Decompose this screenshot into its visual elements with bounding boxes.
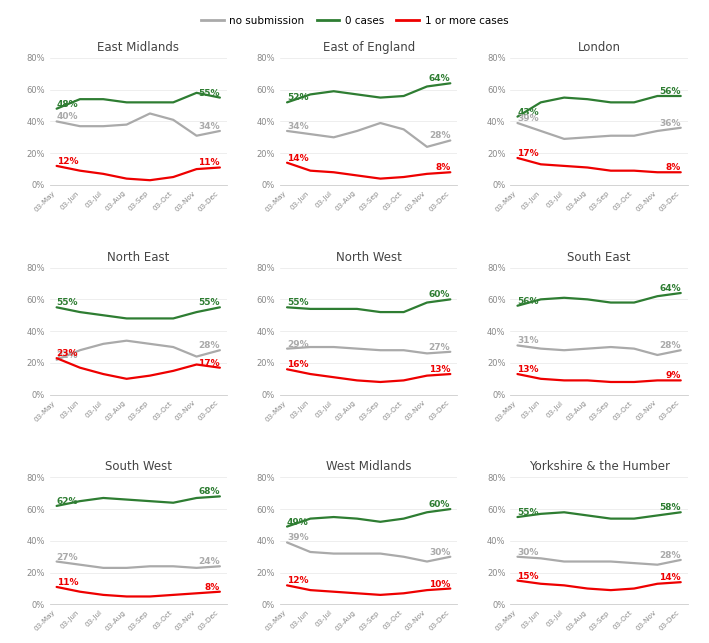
Text: 30%: 30%: [429, 548, 450, 557]
Text: 13%: 13%: [518, 365, 539, 374]
Text: 30%: 30%: [518, 548, 539, 557]
Text: 68%: 68%: [199, 487, 220, 496]
Text: 15%: 15%: [518, 572, 539, 581]
Text: 55%: 55%: [199, 298, 220, 307]
Text: 34%: 34%: [287, 122, 308, 131]
Text: 60%: 60%: [429, 500, 450, 509]
Text: 8%: 8%: [666, 163, 681, 172]
Title: East Midlands: East Midlands: [97, 41, 179, 54]
Legend: no submission, 0 cases, 1 or more cases: no submission, 0 cases, 1 or more cases: [196, 12, 513, 30]
Text: 23%: 23%: [57, 349, 78, 358]
Title: South West: South West: [105, 460, 172, 473]
Text: 17%: 17%: [199, 359, 220, 368]
Text: 58%: 58%: [659, 503, 681, 512]
Text: 55%: 55%: [518, 508, 539, 517]
Text: 10%: 10%: [429, 579, 450, 588]
Text: 14%: 14%: [287, 154, 308, 163]
Text: 11%: 11%: [57, 578, 78, 587]
Text: 28%: 28%: [199, 341, 220, 350]
Text: 28%: 28%: [429, 131, 450, 140]
Text: 28%: 28%: [659, 341, 681, 350]
Text: 55%: 55%: [287, 298, 308, 307]
Title: North West: North West: [336, 251, 401, 264]
Text: 27%: 27%: [57, 552, 78, 561]
Text: 27%: 27%: [429, 343, 450, 352]
Text: 13%: 13%: [429, 365, 450, 374]
Text: 52%: 52%: [287, 93, 308, 102]
Text: 64%: 64%: [659, 284, 681, 293]
Text: 64%: 64%: [429, 75, 450, 84]
Text: 16%: 16%: [287, 360, 308, 369]
Text: 14%: 14%: [659, 573, 681, 582]
Title: East of England: East of England: [323, 41, 415, 54]
Text: 60%: 60%: [429, 291, 450, 300]
Text: 31%: 31%: [518, 336, 539, 345]
Text: 62%: 62%: [57, 497, 78, 506]
Text: 56%: 56%: [659, 87, 681, 96]
Text: 8%: 8%: [435, 163, 450, 172]
Text: 48%: 48%: [57, 100, 78, 109]
Title: London: London: [578, 41, 620, 54]
Text: 34%: 34%: [199, 122, 220, 131]
Text: 28%: 28%: [659, 551, 681, 560]
Title: North East: North East: [107, 251, 169, 264]
Title: Yorkshire & the Humber: Yorkshire & the Humber: [529, 460, 669, 473]
Text: 12%: 12%: [287, 576, 308, 585]
Text: 36%: 36%: [659, 119, 681, 128]
Text: 56%: 56%: [518, 296, 539, 305]
Text: 29%: 29%: [287, 340, 308, 349]
Text: 49%: 49%: [287, 518, 309, 527]
Text: 9%: 9%: [665, 372, 681, 381]
Text: 39%: 39%: [518, 114, 539, 123]
Title: West Midlands: West Midlands: [326, 460, 411, 473]
Text: 22%: 22%: [57, 350, 78, 359]
Text: 12%: 12%: [57, 157, 78, 166]
Title: South East: South East: [567, 251, 631, 264]
Text: 24%: 24%: [199, 557, 220, 566]
Text: 55%: 55%: [199, 89, 220, 98]
Text: 55%: 55%: [57, 298, 78, 307]
Text: 43%: 43%: [518, 107, 539, 116]
Text: 11%: 11%: [199, 158, 220, 167]
Text: 8%: 8%: [205, 583, 220, 592]
Text: 40%: 40%: [57, 113, 78, 122]
Text: 39%: 39%: [287, 534, 308, 543]
Text: 17%: 17%: [518, 149, 539, 158]
